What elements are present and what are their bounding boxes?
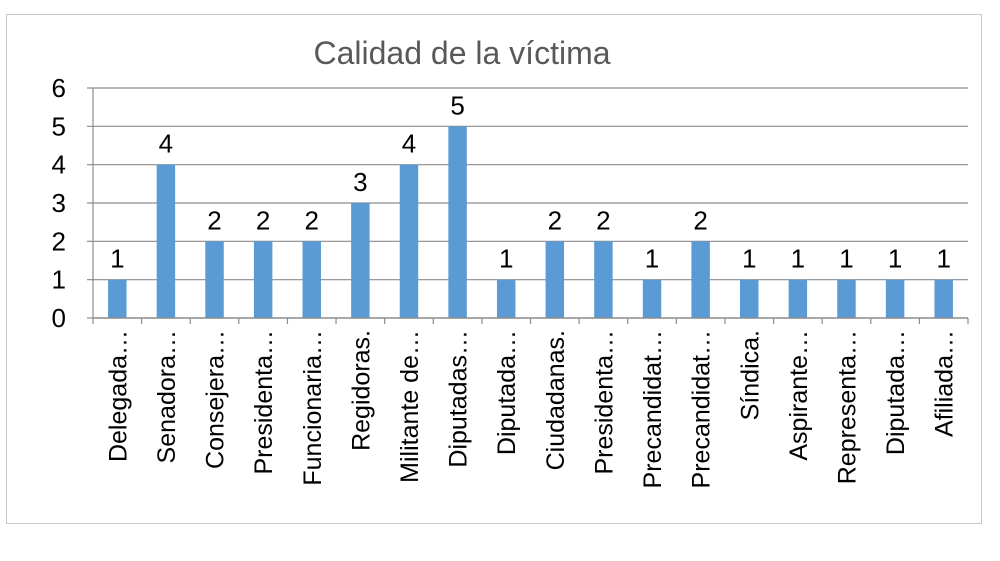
gridlines [93, 87, 968, 281]
bar [496, 279, 516, 318]
y-axis-ticks: 0 1 2 3 4 5 6 [52, 73, 94, 333]
category-label: Regidoras. [347, 330, 375, 451]
bar [399, 164, 419, 318]
x-axis [92, 317, 969, 324]
data-label: 2 [693, 205, 707, 235]
category-label: Delegada… [104, 330, 132, 462]
data-label: 2 [305, 205, 319, 235]
bar [351, 203, 370, 318]
category-label: Representa… [833, 330, 861, 484]
data-label: 4 [159, 129, 173, 159]
bar [691, 241, 710, 318]
data-label: 5 [450, 90, 464, 120]
y-tick-label: 1 [52, 265, 66, 295]
data-label: 1 [110, 244, 124, 274]
bar [545, 241, 565, 318]
bar [740, 279, 759, 318]
bar [156, 164, 176, 318]
bar [788, 279, 808, 318]
data-label: 2 [256, 205, 270, 235]
chart-title: Calidad de la víctima [313, 35, 610, 71]
bar [448, 126, 467, 318]
bar [837, 279, 856, 318]
bar [594, 241, 613, 318]
data-label: 1 [839, 244, 853, 274]
category-label: Aspirante… [785, 330, 813, 461]
category-label: Precandidat… [639, 330, 667, 488]
category-label: Ciudadanas. [542, 330, 570, 470]
data-label: 1 [645, 244, 659, 274]
category-label: Síndica. [736, 330, 764, 420]
data-label: 1 [936, 244, 950, 274]
data-label: 3 [353, 167, 367, 197]
y-tick-label: 5 [52, 111, 66, 141]
category-label: Consejera… [202, 330, 230, 469]
category-label: Senadora… [153, 330, 181, 463]
bar [108, 279, 127, 318]
bars [108, 126, 953, 318]
bar [642, 279, 662, 318]
category-label: Presidenta… [590, 330, 618, 475]
category-label: Militante de… [396, 330, 424, 483]
category-label: Funcionaria… [299, 330, 327, 486]
category-label: Afiliada… [931, 330, 959, 437]
y-tick-label: 0 [52, 303, 66, 333]
bar [253, 241, 273, 318]
data-label: 1 [499, 244, 513, 274]
category-label: Diputadas… [445, 330, 473, 468]
bar [205, 241, 224, 318]
category-label: Presidenta… [250, 330, 278, 475]
y-tick-label: 6 [52, 73, 66, 103]
data-labels: 1 4 2 2 2 3 4 5 1 2 2 1 2 1 1 1 1 1 [110, 90, 951, 273]
data-label: 1 [791, 244, 805, 274]
category-label: Diputada… [882, 330, 910, 455]
y-tick-label: 3 [52, 188, 66, 218]
bar [934, 279, 953, 318]
category-labels: Delegada… Senadora… Consejera… Presidenta… F… [104, 330, 958, 488]
bar [302, 241, 321, 318]
y-tick-label: 4 [52, 150, 66, 180]
y-tick-label: 2 [52, 226, 66, 256]
data-label: 4 [402, 129, 416, 159]
category-label: Diputada… [493, 330, 521, 455]
data-label: 2 [596, 205, 610, 235]
bar [885, 279, 905, 318]
data-label: 2 [548, 205, 562, 235]
data-label: 2 [207, 205, 221, 235]
data-label: 1 [742, 244, 756, 274]
category-label: Precandidat… [688, 330, 716, 488]
data-label: 1 [888, 244, 902, 274]
